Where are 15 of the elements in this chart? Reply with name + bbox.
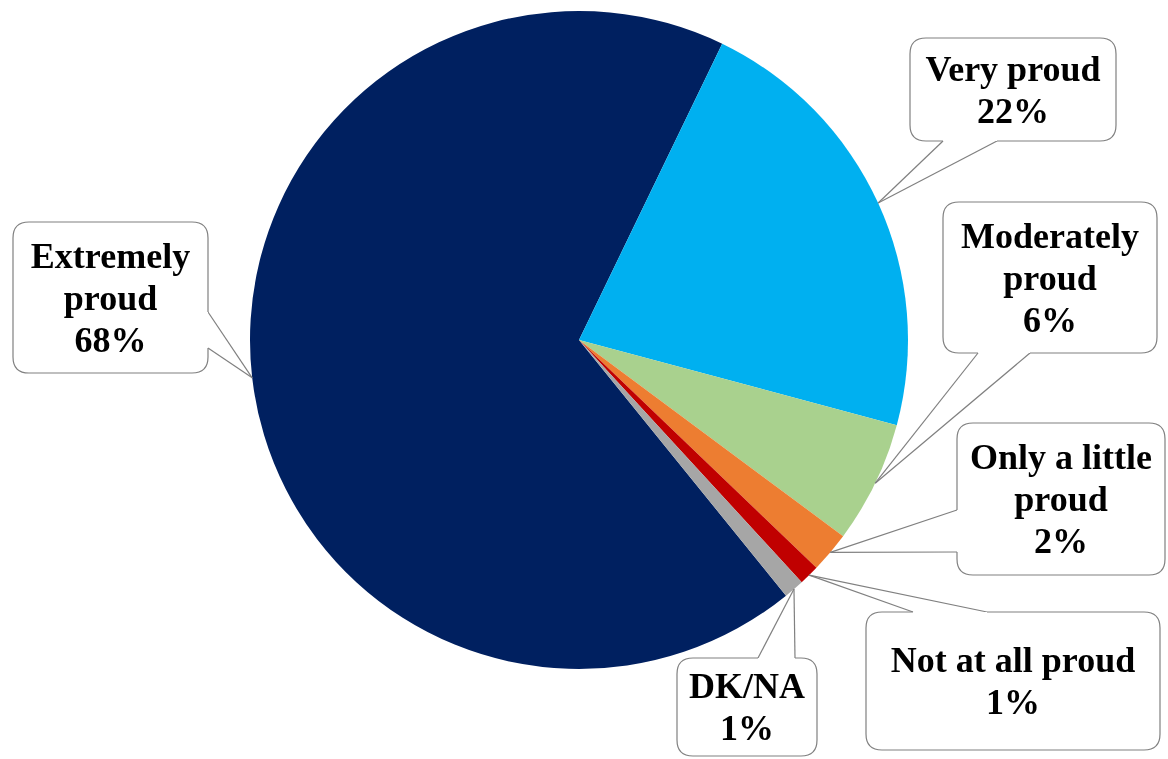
pie-slice <box>579 43 908 426</box>
slice-label: Only a little proud <box>970 437 1153 520</box>
data-label: 68% <box>74 319 147 360</box>
data-label: 6% <box>1023 299 1077 340</box>
data-label: 22% <box>977 90 1049 131</box>
data-label: 1% <box>720 708 774 749</box>
pie-slice <box>579 340 897 537</box>
data-label: 2% <box>1034 521 1088 562</box>
slice-label: Not at all proud <box>890 640 1136 681</box>
slice-label: Moderately proud <box>961 215 1139 298</box>
pie-slice <box>250 11 787 669</box>
data-label: 1% <box>986 682 1040 723</box>
slice-label: Extremely proud <box>30 235 191 318</box>
slice-label: Very proud <box>925 48 1101 89</box>
slice-label: DK/NA <box>689 666 805 707</box>
